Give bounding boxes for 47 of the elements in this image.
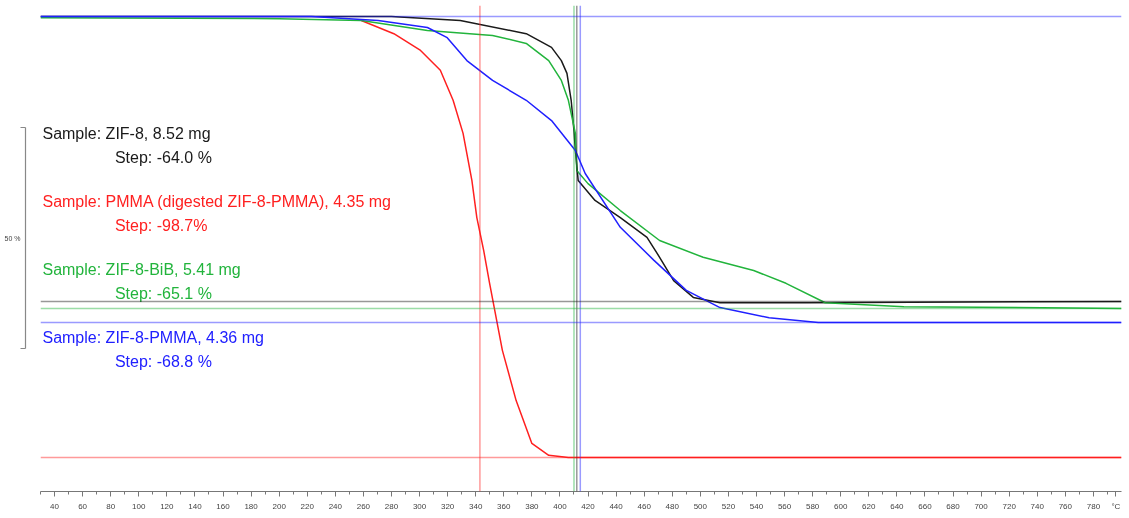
annotation: Step: -64.0 % <box>114 149 212 166</box>
x-tick-label: 740 <box>1030 501 1045 511</box>
x-tick-label: 500 <box>693 501 708 511</box>
text: Sample: ZIF-8, 8.52 mg <box>42 125 211 142</box>
text: Sample: PMMA (digested ZIF-8-PMMA), 4.35 mg <box>42 193 392 210</box>
x-tick-label: 260 <box>356 501 371 511</box>
x-tick-label: 440 <box>609 501 624 511</box>
x-tick-label: 600 <box>834 501 848 511</box>
x-tick-label: 380 <box>525 501 540 511</box>
annotation: Step: -98.7% <box>114 217 208 234</box>
x-tick-label: 100 <box>132 501 146 511</box>
x-tick-label: 200 <box>272 501 287 511</box>
x-tick-label: 180 <box>244 501 259 511</box>
x-tick-label: 660 <box>918 501 933 511</box>
x-tick-label: 580 <box>805 501 820 511</box>
x-tick-label: 340 <box>469 501 483 511</box>
x-tick-label: 460 <box>637 501 652 511</box>
x-tick-label: 160 <box>216 501 231 511</box>
x-tick-label: 560 <box>777 501 792 511</box>
x-tick-label: 620 <box>862 501 877 511</box>
x-tick-label: 480 <box>665 501 680 511</box>
x-tick-label: 400 <box>553 501 568 511</box>
text: Sample: ZIF-8-BiB, 5.41 mg <box>42 261 241 278</box>
x-tick-label: 240 <box>328 501 343 511</box>
text: Sample: ZIF-8-PMMA, 4.36 mg <box>42 329 264 346</box>
x-tick-label: 60 <box>78 501 88 511</box>
x-tick-label: 360 <box>497 501 512 511</box>
x-tick-label: °C <box>1111 501 1121 511</box>
x-tick-label: 760 <box>1058 501 1073 511</box>
x-tick-label: 520 <box>721 501 736 511</box>
x-tick-label: 300 <box>412 501 427 511</box>
x-tick-label: 640 <box>890 501 905 511</box>
x-tick-label: 720 <box>1002 501 1017 511</box>
x-tick-label: 320 <box>440 501 455 511</box>
annotation: Step: -65.1 % <box>114 285 212 302</box>
x-tick-label: 140 <box>188 501 203 511</box>
annotation: Step: -68.8 % <box>114 353 212 370</box>
x-tick-label: 120 <box>160 501 175 511</box>
x-tick-label: 220 <box>300 501 315 511</box>
x-tick-label: 280 <box>384 501 399 511</box>
x-tick-label: 780 <box>1086 501 1101 511</box>
x-tick-label: 540 <box>749 501 764 511</box>
x-tick-label: 420 <box>581 501 596 511</box>
x-tick-label: 80 <box>106 501 116 511</box>
x-tick-label: 680 <box>946 501 961 511</box>
x-tick-label: 700 <box>974 501 989 511</box>
x-tick-label: 40 <box>50 501 60 511</box>
